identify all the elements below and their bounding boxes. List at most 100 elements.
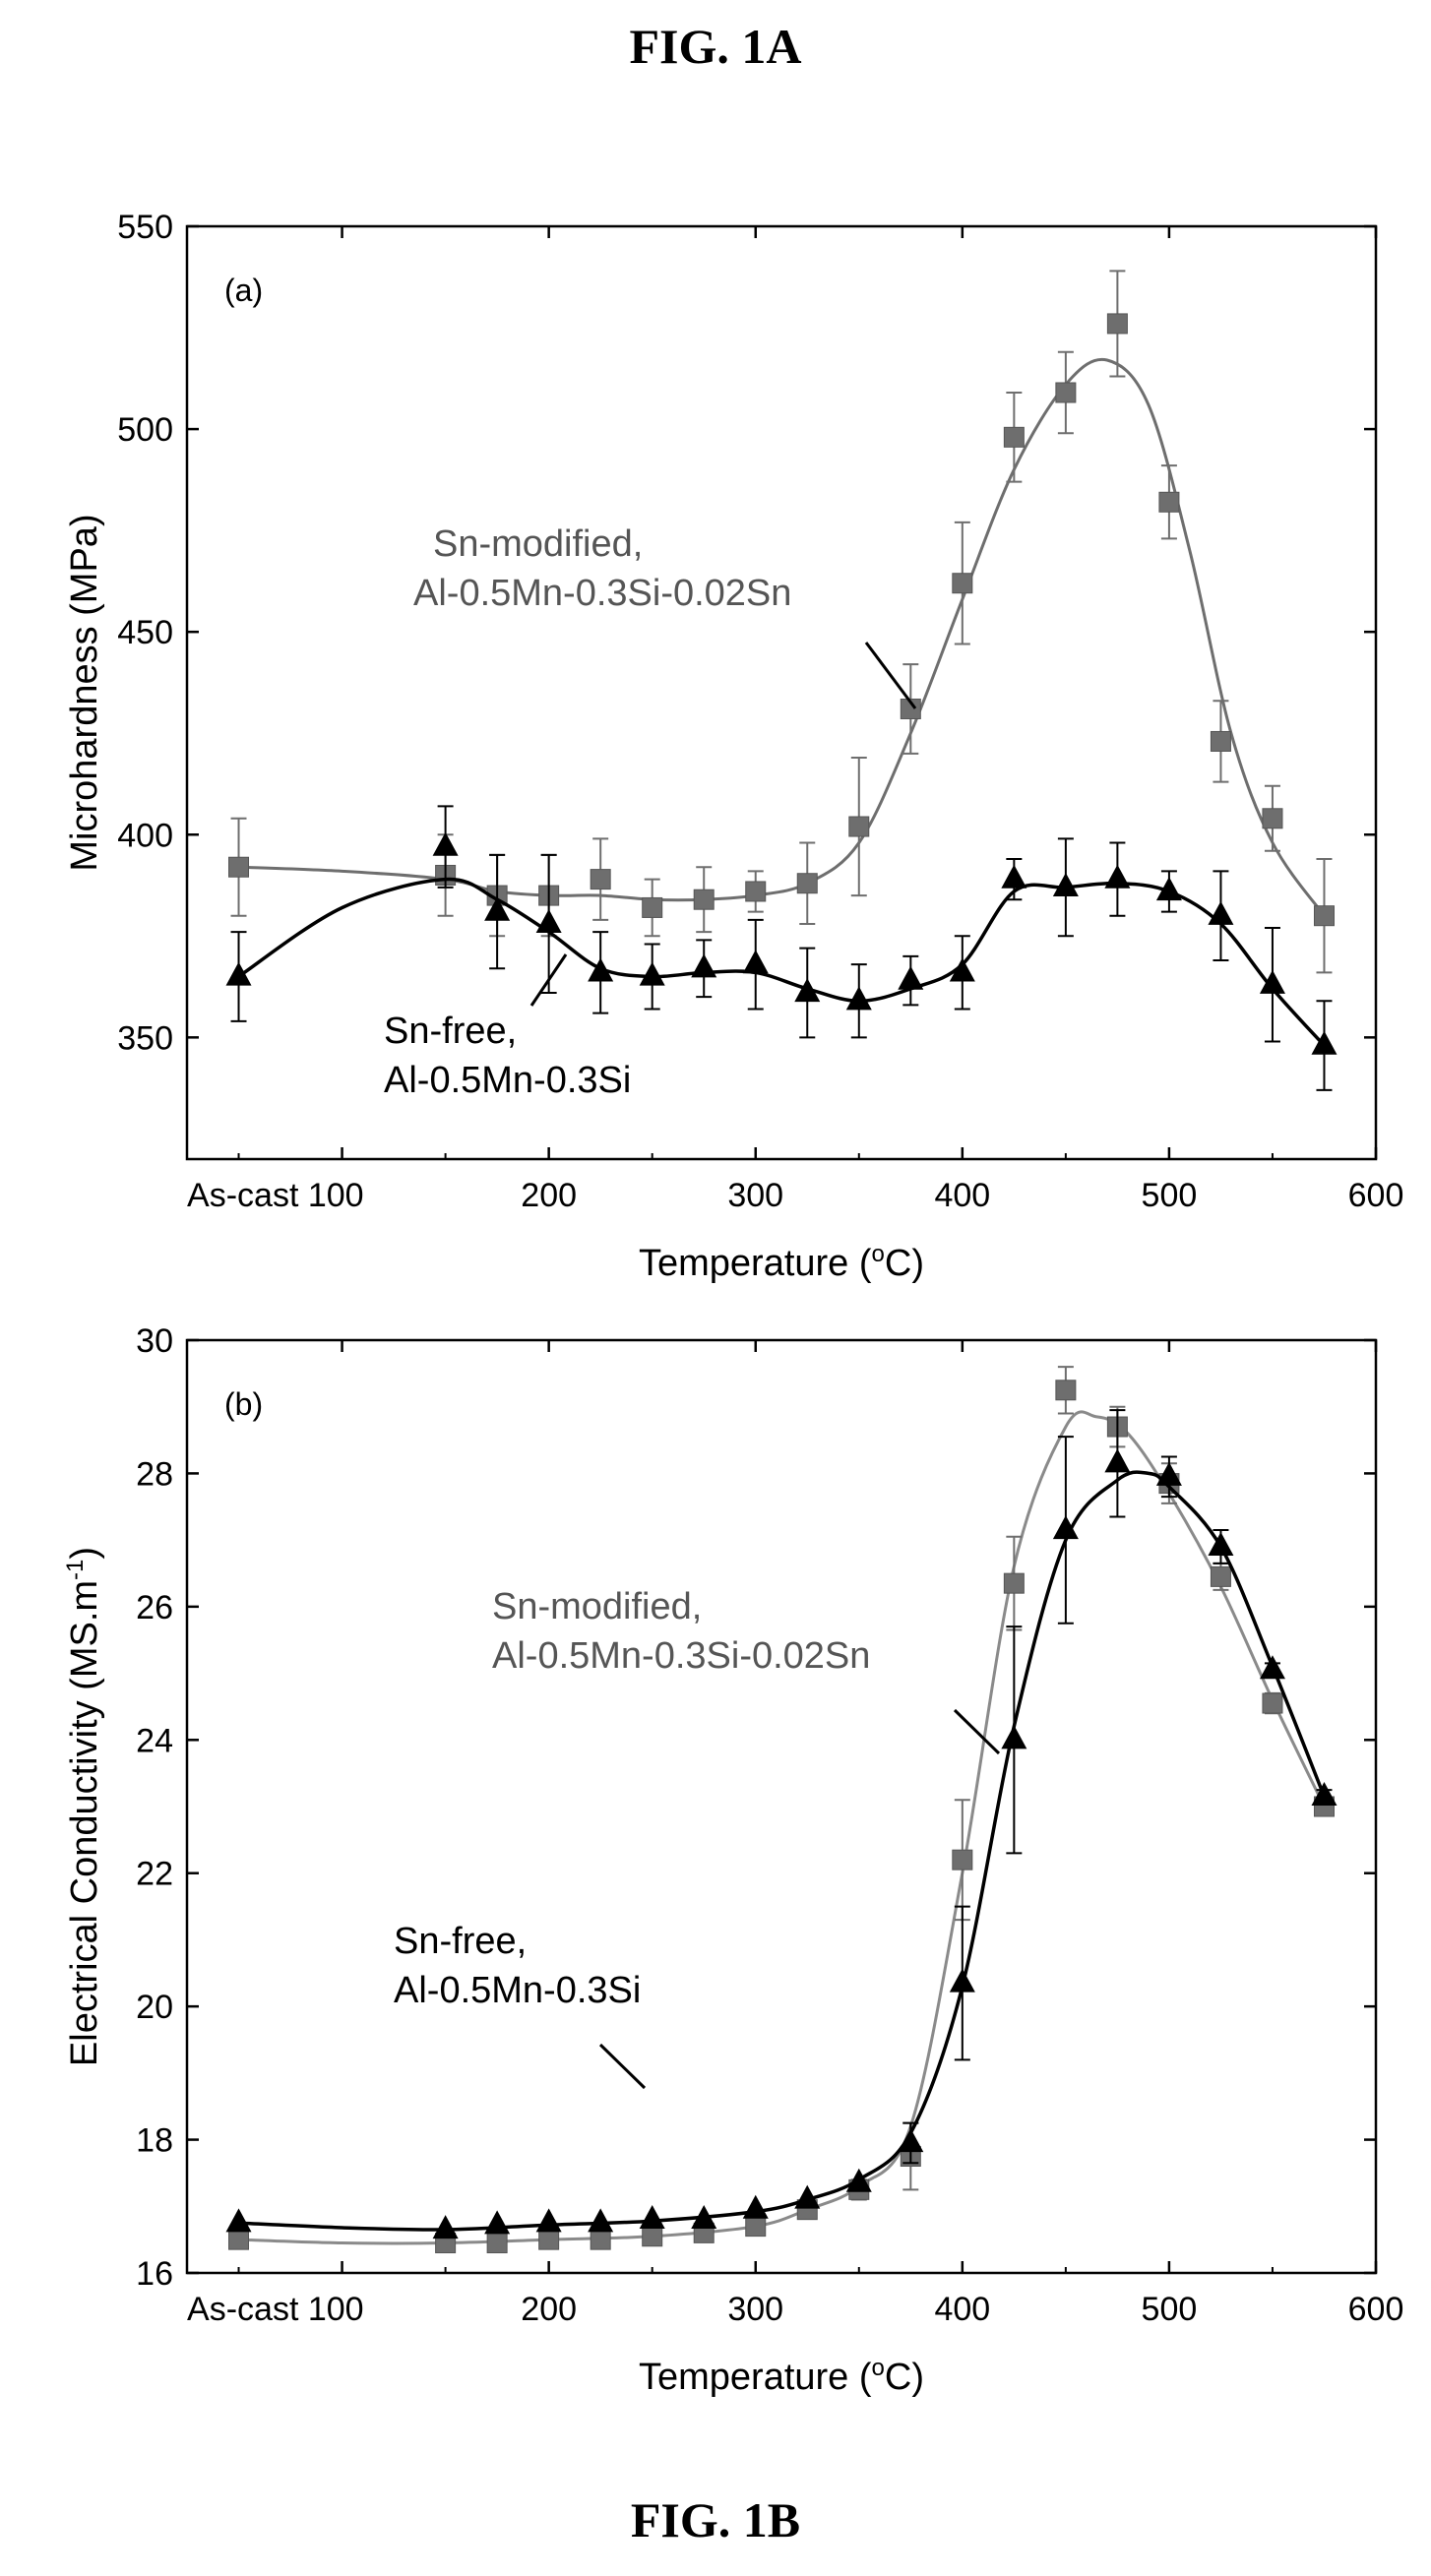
chart-a-series-sn-free-point bbox=[225, 961, 252, 986]
chart-b-series-sn-modified-point bbox=[486, 2233, 508, 2254]
chart-b-series-sn-modified-point bbox=[745, 2216, 767, 2238]
chart-b-y-axis-label: Electrical Conductivity (MS.m-1) bbox=[62, 1547, 105, 2066]
chart-a-y-tick-label: 350 bbox=[117, 1019, 173, 1057]
chart-a-series-sn-modified-point bbox=[642, 896, 663, 918]
chart-b-series-sn-free bbox=[225, 1409, 1338, 2239]
chart-b-series-sn-free-point bbox=[588, 2208, 614, 2233]
chart-b-series-sn-free-point bbox=[691, 2204, 717, 2229]
chart-a-series-sn-modified-point bbox=[1313, 905, 1335, 927]
chart-a-series-sn-free-point bbox=[432, 831, 459, 856]
chart-a-series-sn-free-point bbox=[1208, 900, 1234, 925]
chart-b-x-tick-label: As-cast 100 bbox=[187, 2291, 364, 2328]
chart-b-electrical-conductivity: As-cast 100 200 300 400 500 600 16 18 20 22 24 26 28… bbox=[62, 1322, 1404, 2398]
chart-b-y-tick-label: 24 bbox=[136, 1722, 173, 1759]
chart-b-series-sn-free-point bbox=[1052, 1515, 1079, 1540]
chart-a-x-tick-label: As-cast 100 bbox=[187, 1177, 364, 1214]
chart-a-series-sn-modified-point bbox=[1262, 808, 1283, 829]
chart-b-series-sn-free-point bbox=[1311, 1781, 1338, 1806]
chart-a-series-sn-free-point bbox=[1104, 864, 1131, 889]
chart-a-series-sn-free-point bbox=[1311, 1030, 1338, 1055]
chart-a-series-sn-modified-point bbox=[796, 873, 818, 894]
chart-b-series-sn-modified bbox=[228, 1366, 1335, 2254]
chart-a-series-sn-free-point bbox=[639, 961, 665, 986]
chart-b-y-tick-label: 20 bbox=[136, 1989, 173, 2026]
chart-a-y-axis-label: Microhardness (MPa) bbox=[64, 514, 105, 871]
chart-b-x-axis-label: Temperature (oC) bbox=[639, 2355, 924, 2398]
chart-a-sn-modified-leader-line bbox=[864, 642, 917, 709]
chart-b-y-tick-label: 26 bbox=[136, 1589, 173, 1626]
chart-b-series-sn-free-point bbox=[432, 2215, 459, 2239]
chart-a-series-sn-free-point bbox=[1052, 872, 1079, 896]
chart-a-x-tick-label: 300 bbox=[727, 1177, 783, 1214]
chart-b-sn-free-sublabel: Al-0.5Mn-0.3Si bbox=[394, 1970, 641, 2011]
chart-a-x-tick-label: 500 bbox=[1142, 1177, 1198, 1214]
chart-b-series-sn-free-curve bbox=[238, 1470, 1327, 2232]
chart-a-series-sn-free-point bbox=[1155, 877, 1182, 901]
chart-b-series-sn-free-point bbox=[1001, 1725, 1027, 1749]
chart-b-series-sn-free-point bbox=[1155, 1461, 1182, 1486]
chart-a-series-sn-free bbox=[225, 805, 1338, 1091]
chart-a-series-sn-modified-point bbox=[952, 573, 973, 594]
chart-b-sn-free-label: Sn-free, bbox=[394, 1921, 527, 1962]
chart-a-y-tick-label: 500 bbox=[117, 411, 173, 449]
chart-a-series-sn-modified-point bbox=[1003, 426, 1025, 448]
chart-b-series-sn-free-point bbox=[794, 2184, 821, 2209]
chart-b-series-sn-free-point bbox=[535, 2208, 562, 2233]
chart-a-y-tick-label: 400 bbox=[117, 817, 173, 854]
chart-b-x-tick-label: 200 bbox=[521, 2291, 577, 2328]
chart-b-series-sn-free-point bbox=[898, 2128, 924, 2153]
chart-a-series-sn-modified-curve bbox=[238, 357, 1326, 917]
chart-b-series-sn-free-point bbox=[1259, 1655, 1285, 1680]
chart-b-series-sn-modified-point bbox=[228, 2229, 250, 2250]
chart-b-y-tick-label: 16 bbox=[136, 2255, 173, 2293]
chart-b-series-sn-modified-point bbox=[1055, 1380, 1077, 1401]
chart-a-sn-modified-sublabel: Al-0.5Mn-0.3Si-0.02Sn bbox=[413, 573, 791, 614]
chart-a-series-sn-modified-point bbox=[1210, 730, 1231, 752]
chart-b-series-sn-free-point bbox=[639, 2204, 665, 2229]
chart-a-series-sn-free-point bbox=[588, 957, 614, 982]
chart-b-sn-modified-label: Sn-modified, bbox=[492, 1586, 702, 1627]
chart-a-series-sn-free-point bbox=[691, 953, 717, 978]
chart-a-series-sn-free-point bbox=[949, 957, 975, 982]
chart-b-series-sn-free-point bbox=[949, 1968, 975, 1993]
chart-a-series-sn-free-point bbox=[484, 896, 511, 921]
chart-a-x-tick-label: 600 bbox=[1348, 1177, 1404, 1214]
figure-title-top: FIG. 1A bbox=[629, 19, 802, 74]
chart-b-y-tick-label: 30 bbox=[136, 1322, 173, 1360]
chart-b-series-sn-modified-point bbox=[952, 1849, 973, 1871]
chart-a-sn-free-sublabel: Al-0.5Mn-0.3Si bbox=[384, 1060, 631, 1101]
chart-a-series-sn-free-point bbox=[1259, 969, 1285, 994]
chart-a-series-sn-free-point bbox=[898, 965, 924, 990]
chart-b-series-sn-free-point bbox=[845, 2168, 872, 2192]
chart-b-sn-modified-sublabel: Al-0.5Mn-0.3Si-0.02Sn bbox=[492, 1635, 870, 1677]
figure-title-bottom: FIG. 1B bbox=[630, 2492, 801, 2547]
chart-a-x-tick-label: 200 bbox=[521, 1177, 577, 1214]
chart-b-series-sn-modified-point bbox=[1262, 1692, 1283, 1714]
chart-b-plot-frame bbox=[185, 1338, 1378, 2275]
chart-b-x-tick-label: 300 bbox=[727, 2291, 783, 2328]
chart-b-sn-free-leader-line bbox=[598, 2043, 647, 2090]
chart-b-y-tick-label: 18 bbox=[136, 2122, 173, 2160]
chart-a-y-tick-label: 450 bbox=[117, 614, 173, 651]
chart-b-panel-label: (b) bbox=[224, 1386, 263, 1422]
chart-a-series-sn-modified bbox=[228, 270, 1335, 974]
chart-b-series-sn-free-point bbox=[484, 2210, 511, 2235]
chart-a-plot-frame bbox=[185, 224, 1378, 1161]
chart-b-series-sn-modified-point bbox=[538, 2229, 560, 2250]
chart-a-sn-free-label: Sn-free, bbox=[384, 1011, 517, 1052]
chart-a-sn-modified-label: Sn-modified, bbox=[433, 523, 643, 565]
chart-b-x-tick-label: 600 bbox=[1348, 2291, 1404, 2328]
chart-b-series-sn-modified-point bbox=[1003, 1572, 1025, 1594]
chart-a-series-sn-modified-point bbox=[900, 698, 921, 719]
chart-a-series-sn-modified-point bbox=[1158, 491, 1180, 513]
chart-a-x-tick-label: 400 bbox=[934, 1177, 990, 1214]
chart-b-sn-modified-leader-line bbox=[953, 1708, 1001, 1755]
chart-a-series-sn-modified-point bbox=[590, 869, 611, 890]
chart-a-series-sn-free-point bbox=[535, 909, 562, 934]
chart-a-series-sn-free-point bbox=[845, 986, 872, 1011]
chart-a-series-sn-modified-point bbox=[693, 889, 715, 910]
chart-b-series-sn-free-point bbox=[225, 2208, 252, 2233]
chart-b-x-tick-label: 500 bbox=[1142, 2291, 1198, 2328]
chart-b-series-sn-modified-point bbox=[642, 2226, 663, 2247]
chart-a-x-axis-label: Temperature (oC) bbox=[639, 1241, 924, 1284]
